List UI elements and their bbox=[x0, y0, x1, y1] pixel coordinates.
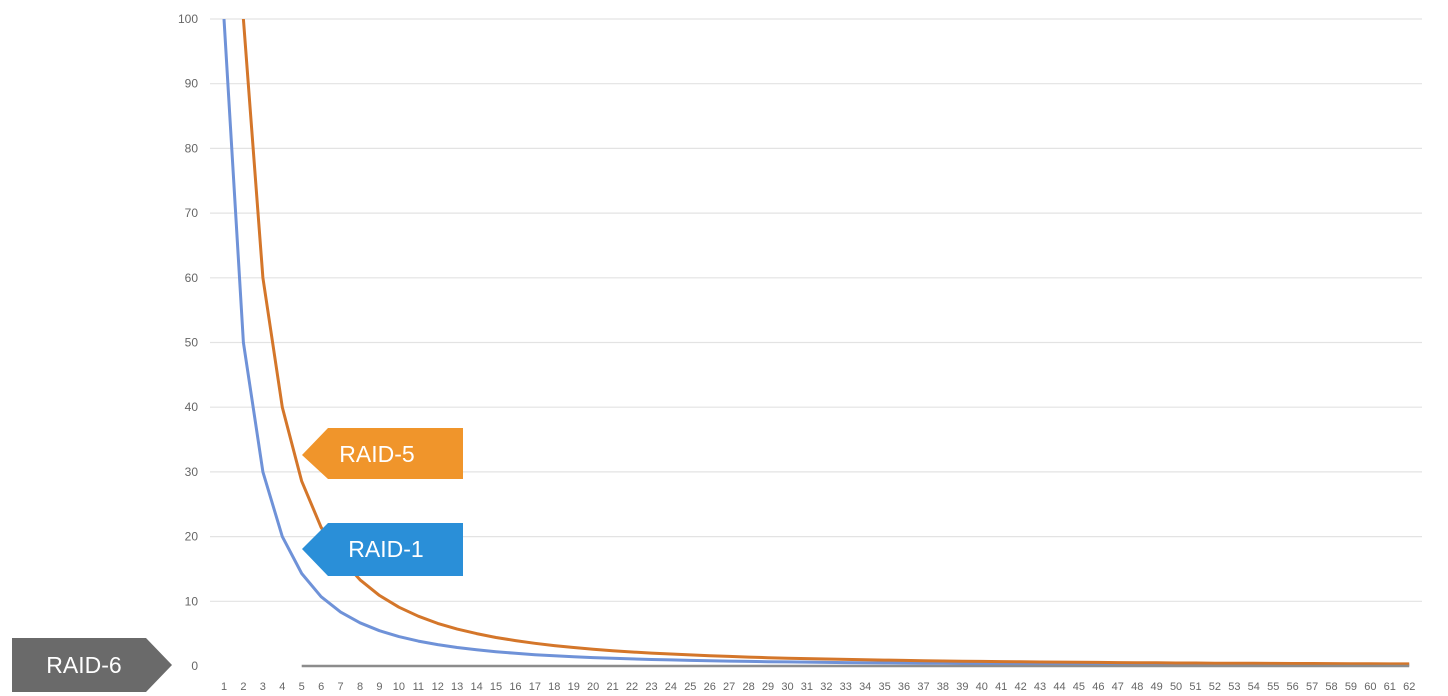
y-tick-label: 0 bbox=[191, 659, 198, 673]
x-tick-label: 48 bbox=[1131, 681, 1143, 693]
callout-raid-5-label: RAID-5 bbox=[339, 441, 414, 467]
x-tick-label: 55 bbox=[1267, 681, 1279, 693]
y-tick-label: 30 bbox=[185, 465, 199, 479]
x-tick-label: 60 bbox=[1364, 681, 1376, 693]
x-tick-label: 28 bbox=[742, 681, 754, 693]
x-tick-label: 54 bbox=[1248, 681, 1260, 693]
x-tick-label: 59 bbox=[1345, 681, 1357, 693]
x-tick-label: 3 bbox=[260, 681, 266, 693]
x-tick-label: 21 bbox=[606, 681, 618, 693]
x-tick-label: 27 bbox=[723, 681, 735, 693]
x-tick-label: 8 bbox=[357, 681, 363, 693]
x-tick-label: 15 bbox=[490, 681, 502, 693]
x-tick-label: 5 bbox=[299, 681, 305, 693]
series-lines bbox=[222, 19, 1410, 668]
callout-raid-1-label: RAID-1 bbox=[348, 536, 423, 562]
x-tick-label: 51 bbox=[1189, 681, 1201, 693]
x-tick-label: 34 bbox=[859, 681, 871, 693]
x-tick-label: 9 bbox=[376, 681, 382, 693]
x-tick-label: 24 bbox=[665, 681, 677, 693]
y-tick-label: 20 bbox=[185, 530, 199, 544]
x-tick-label: 1 bbox=[221, 681, 227, 693]
x-tick-label: 38 bbox=[937, 681, 949, 693]
x-tick-label: 42 bbox=[1015, 681, 1027, 693]
x-tick-label: 57 bbox=[1306, 681, 1318, 693]
x-tick-label: 14 bbox=[470, 681, 482, 693]
x-tick-label: 10 bbox=[393, 681, 405, 693]
x-tick-label: 32 bbox=[820, 681, 832, 693]
x-tick-label: 43 bbox=[1034, 681, 1046, 693]
x-tick-label: 12 bbox=[432, 681, 444, 693]
callout-raid-1-shape bbox=[302, 523, 463, 576]
x-tick-label: 41 bbox=[995, 681, 1007, 693]
y-axis-ticks: 0 10 20 30 40 50 60 70 80 90 100 bbox=[178, 12, 198, 673]
x-tick-label: 11 bbox=[413, 681, 424, 693]
y-tick-label: 50 bbox=[185, 336, 199, 350]
x-tick-label: 25 bbox=[684, 681, 696, 693]
x-tick-label: 50 bbox=[1170, 681, 1182, 693]
callout-raid-5-shape bbox=[302, 428, 463, 479]
y-tick-label: 90 bbox=[185, 77, 199, 91]
y-tick-label: 60 bbox=[185, 271, 199, 285]
x-tick-label: 37 bbox=[917, 681, 929, 693]
callout-raid-1: RAID-1 bbox=[302, 523, 463, 576]
callout-raid-6: RAID-6 bbox=[12, 638, 172, 692]
x-tick-label: 61 bbox=[1384, 681, 1396, 693]
x-tick-label: 53 bbox=[1228, 681, 1240, 693]
y-tick-label: 100 bbox=[178, 12, 198, 26]
x-tick-label: 31 bbox=[801, 681, 813, 693]
x-tick-label: 29 bbox=[762, 681, 774, 693]
x-tick-label: 33 bbox=[840, 681, 852, 693]
y-tick-label: 70 bbox=[185, 206, 199, 220]
x-tick-label: 22 bbox=[626, 681, 638, 693]
x-tick-label: 18 bbox=[548, 681, 560, 693]
y-tick-label: 40 bbox=[185, 400, 199, 414]
x-tick-label: 56 bbox=[1287, 681, 1299, 693]
callout-raid-6-shape bbox=[12, 638, 172, 692]
x-tick-label: 19 bbox=[568, 681, 580, 693]
x-axis-ticks: 1 2 3 4 5 6 7 8 9 10 11 12 13 14 15 16 17 18 19 20 21 22 23 24 2… bbox=[221, 681, 1415, 693]
y-tick-label: 10 bbox=[185, 594, 199, 608]
x-tick-label: 20 bbox=[587, 681, 599, 693]
x-tick-label: 62 bbox=[1403, 681, 1415, 693]
x-tick-label: 40 bbox=[976, 681, 988, 693]
x-tick-label: 39 bbox=[956, 681, 968, 693]
x-tick-label: 16 bbox=[509, 681, 521, 693]
x-tick-label: 23 bbox=[645, 681, 657, 693]
x-tick-label: 58 bbox=[1325, 681, 1337, 693]
x-tick-label: 4 bbox=[279, 681, 285, 693]
x-tick-label: 47 bbox=[1112, 681, 1124, 693]
x-tick-label: 17 bbox=[529, 681, 541, 693]
x-tick-label: 2 bbox=[240, 681, 246, 693]
x-tick-label: 44 bbox=[1053, 681, 1065, 693]
callout-raid-5: RAID-5 bbox=[302, 428, 463, 479]
x-tick-label: 36 bbox=[898, 681, 910, 693]
x-tick-label: 52 bbox=[1209, 681, 1221, 693]
x-tick-label: 26 bbox=[704, 681, 716, 693]
x-tick-label: 49 bbox=[1151, 681, 1163, 693]
callout-raid-6-label: RAID-6 bbox=[46, 652, 121, 678]
x-tick-label: 30 bbox=[781, 681, 793, 693]
x-tick-label: 45 bbox=[1073, 681, 1085, 693]
y-tick-label: 80 bbox=[185, 141, 199, 155]
x-tick-label: 35 bbox=[878, 681, 890, 693]
x-tick-label: 7 bbox=[338, 681, 344, 693]
gridlines bbox=[210, 18, 1422, 602]
x-tick-label: 13 bbox=[451, 681, 463, 693]
series-line-raid-5 bbox=[241, 19, 1410, 666]
x-tick-label: 6 bbox=[318, 681, 324, 693]
x-tick-label: 46 bbox=[1092, 681, 1104, 693]
